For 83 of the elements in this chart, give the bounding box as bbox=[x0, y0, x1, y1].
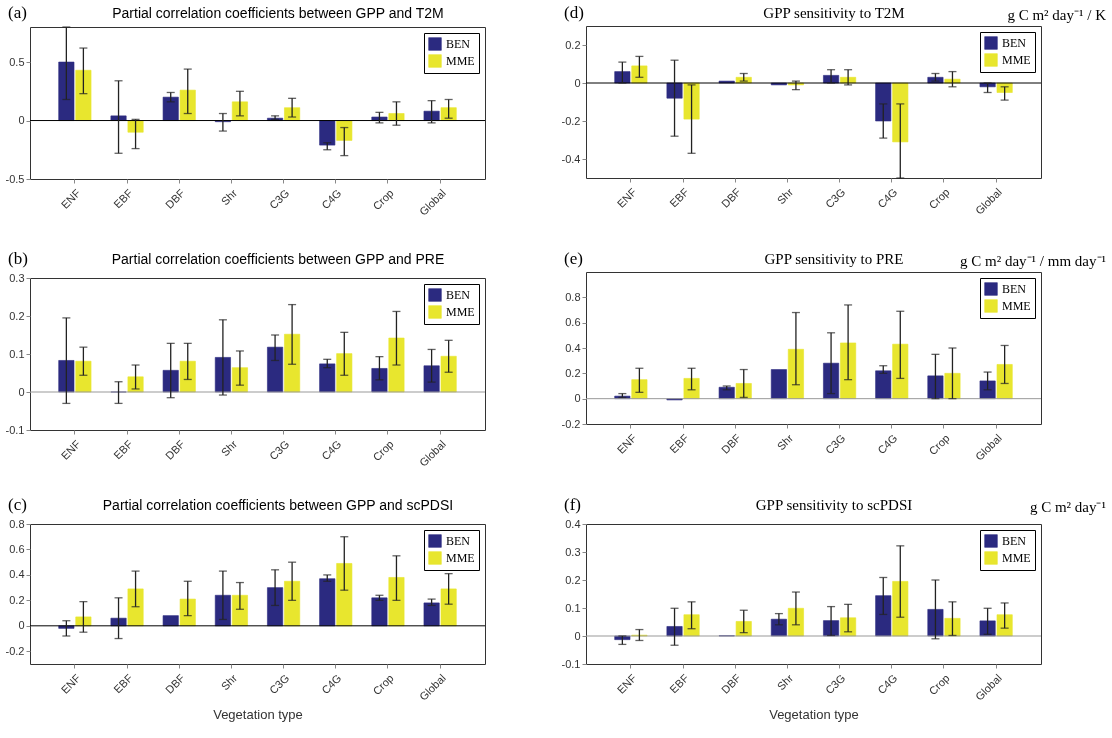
y-tick-label: 0 bbox=[18, 385, 25, 398]
y-tick-label: 0 bbox=[574, 392, 581, 405]
x-tick-label: Shr bbox=[774, 671, 796, 693]
legend-label: BEN bbox=[446, 534, 471, 548]
y-tick-label: 0.4 bbox=[565, 517, 581, 530]
x-tick-label: C3G bbox=[822, 185, 848, 211]
x-tick-label: Shr bbox=[218, 437, 240, 459]
x-tick-label: Crop bbox=[370, 437, 396, 464]
x-tick-label: C4G bbox=[875, 185, 900, 211]
legend-label: BEN bbox=[446, 37, 471, 51]
chart-title: Partial correlation coefficients between GPP and PRE bbox=[110, 251, 446, 267]
legend-label: MME bbox=[446, 305, 475, 319]
x-tick-label: Shr bbox=[218, 186, 240, 208]
legend-label: BEN bbox=[446, 288, 471, 302]
y-tick-label: 0.6 bbox=[565, 316, 581, 329]
text: (c) bbox=[8, 495, 27, 515]
x-tick-label: Crop bbox=[926, 185, 952, 212]
y-tick-label: -0.1 bbox=[5, 423, 25, 436]
chart-title: GPP sensitivity to PRE bbox=[764, 251, 904, 267]
x-tick-label: Crop bbox=[926, 431, 952, 458]
text: (b) bbox=[8, 249, 28, 269]
x-tick-label: C3G bbox=[266, 186, 292, 212]
y-tick-label: 0.1 bbox=[565, 601, 581, 614]
y-tick-label: 0.2 bbox=[9, 593, 25, 606]
y-tick-label: 0.8 bbox=[9, 517, 25, 530]
chart-subtitle: g C m² day⁻¹ bbox=[1029, 498, 1106, 516]
y-tick-label: 0 bbox=[574, 629, 581, 642]
y-tick-label: -0.2 bbox=[561, 417, 581, 430]
chart-title: Partial correlation coefficients between GPP and scPDSI bbox=[101, 497, 455, 513]
x-tick-label: Crop bbox=[926, 671, 952, 698]
x-tick-label: Crop bbox=[370, 671, 396, 698]
text: (d) bbox=[564, 3, 584, 23]
x-axis-title: Vegetation type bbox=[769, 706, 859, 722]
y-tick-label: -0.2 bbox=[561, 114, 581, 127]
chart-title: Partial correlation coefficients between GPP and T2M bbox=[111, 5, 445, 21]
x-tick-label: C4G bbox=[319, 186, 344, 212]
x-tick-label: Shr bbox=[774, 431, 796, 453]
x-tick-label: C3G bbox=[266, 671, 292, 697]
legend-label: MME bbox=[1002, 551, 1031, 565]
legend-label: MME bbox=[446, 54, 475, 68]
chart-title: GPP sensitivity to scPDSI bbox=[755, 497, 913, 513]
y-tick-label: 0.5 bbox=[9, 55, 25, 68]
x-tick-label: C3G bbox=[822, 671, 848, 697]
x-tick-label: Shr bbox=[774, 185, 796, 207]
x-tick-label: C4G bbox=[875, 431, 900, 457]
x-tick-label: Shr bbox=[218, 671, 240, 693]
text: (a) bbox=[8, 3, 27, 23]
legend-label: BEN bbox=[1002, 36, 1027, 50]
y-tick-label: 0.2 bbox=[9, 309, 25, 322]
y-tick-label: 0.6 bbox=[9, 542, 25, 555]
y-tick-label: 0.4 bbox=[9, 568, 25, 581]
y-tick-label: 0 bbox=[574, 76, 581, 89]
legend-label: MME bbox=[1002, 299, 1031, 313]
y-tick-label: 0 bbox=[18, 619, 25, 632]
y-tick-label: -0.5 bbox=[5, 172, 25, 185]
x-tick-label: C3G bbox=[266, 437, 292, 463]
x-tick-label: C4G bbox=[319, 437, 344, 463]
chart-subtitle: g C m² day⁻¹ / K bbox=[1007, 6, 1106, 24]
x-axis-title: Vegetation type bbox=[213, 706, 303, 722]
y-tick-label: 0.2 bbox=[565, 38, 581, 51]
chart-subtitle: g C m² day⁻¹ / mm day⁻¹ bbox=[960, 252, 1106, 270]
y-tick-label: -0.2 bbox=[5, 644, 25, 657]
chart-title: GPP sensitivity to T2M bbox=[763, 5, 905, 21]
y-tick-label: 0 bbox=[18, 114, 25, 127]
y-tick-label: -0.1 bbox=[561, 657, 581, 670]
x-tick-label: C4G bbox=[875, 671, 900, 697]
legend-label: BEN bbox=[1002, 534, 1027, 548]
y-tick-label: 0.8 bbox=[565, 290, 581, 303]
text: (e) bbox=[564, 249, 583, 269]
y-tick-label: 0.3 bbox=[565, 545, 581, 558]
x-tick-label: C3G bbox=[822, 431, 848, 457]
text: (f) bbox=[564, 495, 581, 515]
x-tick-label: Crop bbox=[370, 186, 396, 213]
x-tick-label: C4G bbox=[319, 671, 344, 697]
y-tick-label: 0.4 bbox=[565, 341, 581, 354]
y-tick-label: 0.3 bbox=[9, 271, 25, 284]
y-tick-label: 0.2 bbox=[565, 366, 581, 379]
y-tick-label: 0.1 bbox=[9, 347, 25, 360]
legend-label: BEN bbox=[1002, 282, 1027, 296]
legend-label: MME bbox=[1002, 53, 1031, 67]
y-tick-label: -0.4 bbox=[561, 152, 581, 165]
legend-label: MME bbox=[446, 551, 475, 565]
y-tick-label: 0.2 bbox=[565, 573, 581, 586]
